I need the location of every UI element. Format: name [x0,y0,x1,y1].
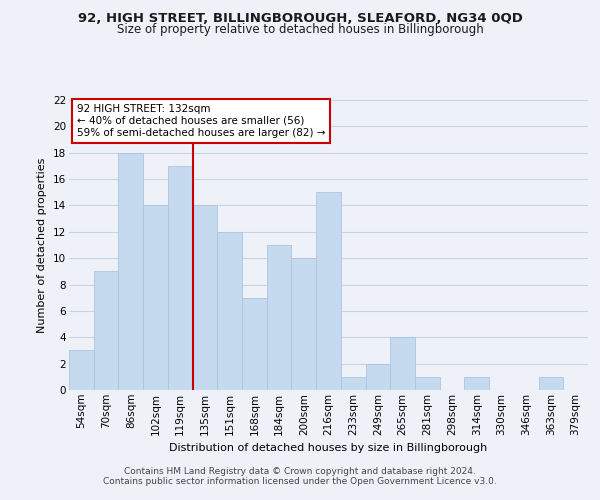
Bar [217,232,242,390]
Text: 92, HIGH STREET, BILLINGBOROUGH, SLEAFORD, NG34 0QD: 92, HIGH STREET, BILLINGBOROUGH, SLEAFOR… [77,12,523,26]
Bar [390,338,415,390]
Text: 92 HIGH STREET: 132sqm
← 40% of detached houses are smaller (56)
59% of semi-det: 92 HIGH STREET: 132sqm ← 40% of detached… [77,104,325,138]
Bar [69,350,94,390]
Bar [168,166,193,390]
Bar [365,364,390,390]
Bar [242,298,267,390]
Bar [316,192,341,390]
X-axis label: Distribution of detached houses by size in Billingborough: Distribution of detached houses by size … [169,443,488,453]
Bar [415,377,440,390]
Bar [267,245,292,390]
Bar [464,377,489,390]
Bar [118,152,143,390]
Bar [539,377,563,390]
Bar [94,272,118,390]
Bar [341,377,365,390]
Bar [292,258,316,390]
Text: Size of property relative to detached houses in Billingborough: Size of property relative to detached ho… [116,22,484,36]
Text: Contains HM Land Registry data © Crown copyright and database right 2024.: Contains HM Land Registry data © Crown c… [124,467,476,476]
Bar [143,206,168,390]
Bar [193,206,217,390]
Y-axis label: Number of detached properties: Number of detached properties [37,158,47,332]
Text: Contains public sector information licensed under the Open Government Licence v3: Contains public sector information licen… [103,477,497,486]
